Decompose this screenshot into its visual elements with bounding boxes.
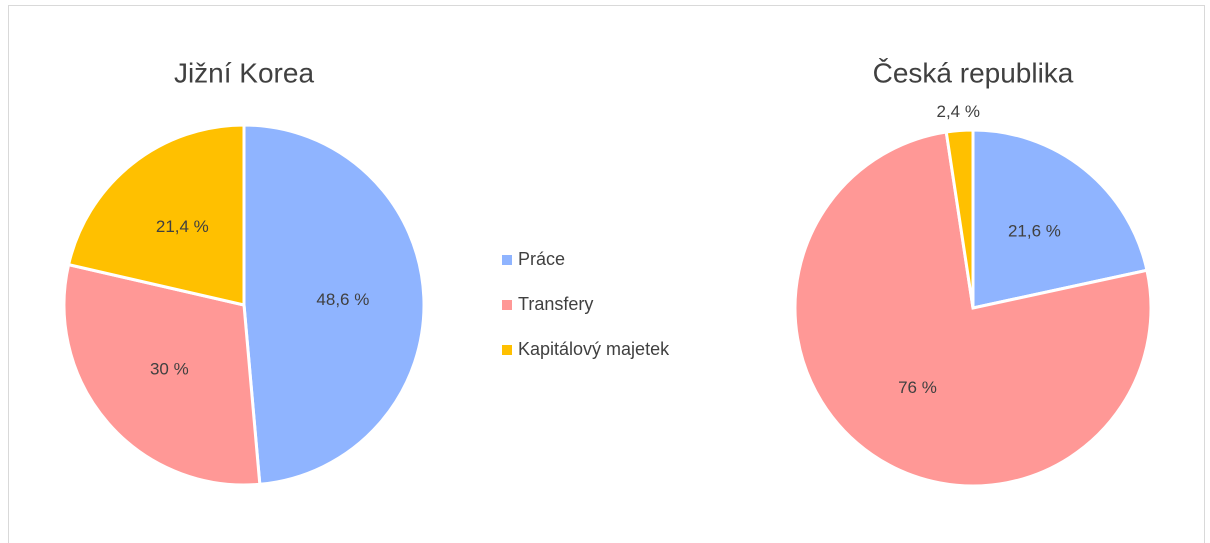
chart-title: Česká republika: [873, 57, 1074, 88]
legend-swatch: [502, 345, 512, 355]
chart-frame: [8, 5, 1205, 543]
pie-slice: [62, 262, 262, 487]
pie-slice: [944, 128, 975, 309]
data-label: 21,4 %: [156, 217, 209, 236]
pie-slice: [66, 123, 246, 307]
legend-label: Transfery: [518, 294, 593, 314]
legend-swatch: [502, 300, 512, 310]
data-label: 48,6 %: [316, 290, 369, 309]
pie-slice: [242, 123, 426, 486]
legend-label: Kapitálový majetek: [518, 339, 670, 359]
chart-title: Jižní Korea: [174, 57, 314, 88]
pie-slice: [971, 128, 1149, 310]
data-label: 30 %: [150, 359, 189, 378]
legend-label: Práce: [518, 249, 565, 269]
data-label: 21,6 %: [1008, 221, 1061, 240]
data-label: 76 %: [898, 378, 937, 397]
data-label: 2,4 %: [936, 102, 979, 121]
legend-swatch: [502, 255, 512, 265]
pie-slice: [793, 130, 1153, 488]
